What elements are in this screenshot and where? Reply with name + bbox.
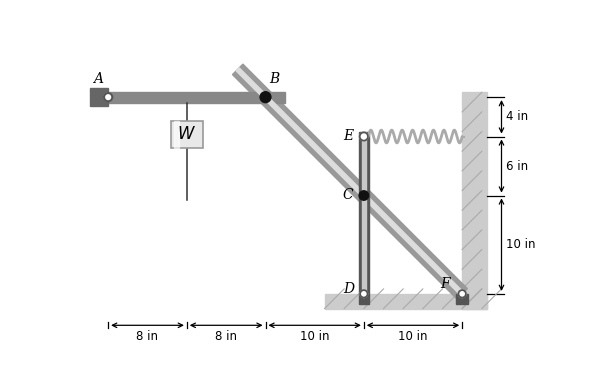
Circle shape <box>360 132 368 141</box>
Bar <box>462 92 487 309</box>
Circle shape <box>104 93 112 101</box>
Text: 8 in: 8 in <box>136 330 159 343</box>
Polygon shape <box>232 64 467 299</box>
Text: 4 in: 4 in <box>506 110 529 123</box>
Bar <box>90 88 108 106</box>
Bar <box>362 132 366 294</box>
Circle shape <box>458 290 466 298</box>
Text: C: C <box>342 187 353 201</box>
Text: D: D <box>343 282 354 296</box>
Text: 6 in: 6 in <box>506 160 529 172</box>
Text: 8 in: 8 in <box>215 330 237 343</box>
Bar <box>359 294 369 304</box>
Text: F: F <box>440 277 450 291</box>
Circle shape <box>359 191 369 200</box>
Circle shape <box>360 290 368 298</box>
Polygon shape <box>236 68 464 295</box>
Text: $W$: $W$ <box>178 126 196 143</box>
Bar <box>171 121 202 148</box>
Circle shape <box>260 92 271 103</box>
Text: 10 in: 10 in <box>398 330 428 343</box>
Bar <box>174 121 179 148</box>
Bar <box>108 92 285 103</box>
Text: B: B <box>270 73 280 86</box>
Bar <box>359 132 369 294</box>
Bar <box>324 294 487 309</box>
Bar <box>456 294 468 304</box>
Text: 10 in: 10 in <box>506 238 536 251</box>
Text: A: A <box>93 73 103 86</box>
Text: E: E <box>343 129 353 143</box>
Text: 10 in: 10 in <box>300 330 329 343</box>
